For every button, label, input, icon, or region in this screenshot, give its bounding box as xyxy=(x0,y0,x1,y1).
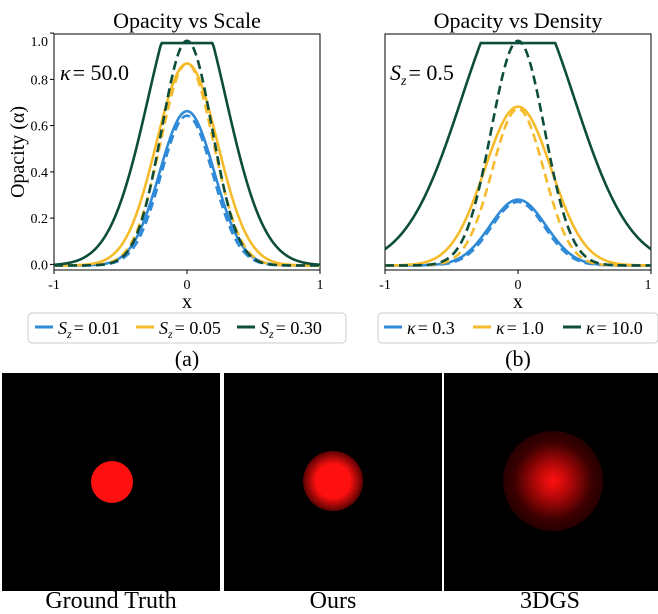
caption-ground-truth: Ground Truth xyxy=(45,588,177,614)
chart-b-xtick-label: 0 xyxy=(515,278,522,293)
chart-a-legend-sub: z xyxy=(66,327,72,341)
chart-a-ytick-label: 0.6 xyxy=(31,120,49,135)
chart-b-legend-label: κ = 1.0 xyxy=(496,318,544,338)
ours-blob xyxy=(303,451,363,511)
chart-b-line-k100-solid xyxy=(384,41,652,251)
image-ours xyxy=(224,373,442,591)
chart-b-xtick--1: -1 xyxy=(379,270,391,293)
chart-b-legend-value: = 0.3 xyxy=(418,318,455,338)
chart-b-line-k10-dashed xyxy=(385,107,651,267)
chart-a-line-s030-solid xyxy=(53,41,321,267)
chart-a-lines xyxy=(53,39,321,267)
chart-a-legend-value: = 0.05 xyxy=(175,318,221,338)
chart-b-line-k03-dashed xyxy=(385,200,651,267)
chart-b-annotation-value: = 0.5 xyxy=(408,60,453,85)
chart-a-line-s001-solid xyxy=(54,109,320,267)
chart-b-xtick-1: 1 xyxy=(645,270,652,293)
chart-a-ytick-label: 0.8 xyxy=(31,73,49,88)
chart-a-legend-entry: Sz = 0.05 xyxy=(136,318,221,341)
chart-a-legend-box xyxy=(27,312,347,344)
chart-a-ytick-0.6: 0.6 xyxy=(31,120,54,135)
chart-b-legend-symbol: κ xyxy=(496,318,505,338)
chart-a-annotation: κ= 50.0 xyxy=(60,60,129,85)
chart-b-line-k100-dashed xyxy=(385,39,651,267)
chart-b: Opacity vs Density -1 0 1 x Sz= 0.5 xyxy=(377,8,658,371)
chart-a-ytick-label: 0.0 xyxy=(31,258,49,273)
chart-a-legend-entry: Sz = 0.01 xyxy=(35,318,120,341)
chart-a-ytick-0.8: 0.8 xyxy=(31,73,54,88)
chart-a-ytick-0.0: 0.0 xyxy=(31,258,54,273)
chart-b-legend-label: κ = 10.0 xyxy=(586,318,643,338)
chart-a-xtick-label: 0 xyxy=(184,278,191,293)
chart-a-xtick-1: 1 xyxy=(317,270,324,293)
chart-b-xtick-label: 1 xyxy=(645,278,652,293)
chart-a-ytick-0.4: 0.4 xyxy=(31,166,54,181)
chart-a-ytick-1.0: 1.0 xyxy=(31,32,54,50)
chart-b-legend-value: = 10.0 xyxy=(597,318,643,338)
chart-a-ytick-label: 0.4 xyxy=(31,166,49,181)
chart-a-ytick-label: 1.0 xyxy=(31,35,49,50)
chart-b-legend-symbol: κ xyxy=(586,318,595,338)
chart-b-legend-symbol: κ xyxy=(407,318,416,338)
chart-a-xtick--1: -1 xyxy=(48,270,60,293)
chart-b-annotation-symbol: S xyxy=(390,60,401,85)
subplot-label-b: (b) xyxy=(505,346,531,371)
chart-a-title: Opacity vs Scale xyxy=(113,8,261,33)
caption-3dgs: 3DGS xyxy=(519,588,580,614)
image-ground-truth xyxy=(2,373,220,591)
chart-a-legend-symbol: S xyxy=(159,318,168,338)
chart-a-legend-sub: z xyxy=(167,327,173,341)
chart-a-xtick-label: -1 xyxy=(48,278,60,293)
chart-a-legend: Sz = 0.01 Sz = 0.05 Sz = 0.30 xyxy=(27,312,347,344)
chart-a-legend-entry: Sz = 0.30 xyxy=(237,318,322,341)
3dgs-blob xyxy=(503,431,603,531)
chart-b-lines xyxy=(384,39,652,267)
chart-b-legend-entry: κ = 1.0 xyxy=(473,318,544,338)
chart-b-line-k10-solid xyxy=(384,105,652,267)
chart-b-line-k03-solid xyxy=(385,198,651,267)
chart-a-legend-sub: z xyxy=(268,327,274,341)
chart-b-xlabel: x xyxy=(513,291,523,313)
chart-a-legend-label: Sz = 0.30 xyxy=(260,318,322,341)
chart-a-legend-value: = 0.30 xyxy=(276,318,322,338)
chart-b-legend: κ = 0.3 κ = 1.0 κ = 10.0 xyxy=(377,312,658,344)
chart-a-legend-value: = 0.01 xyxy=(74,318,120,338)
chart-a-xlabel: x xyxy=(182,291,192,313)
chart-a: Opacity vs Scale 0.0 0.2 0.4 0.6 0.8 1.0 xyxy=(7,8,347,371)
chart-a-line-s005-solid xyxy=(53,62,321,267)
chart-b-legend-value: = 1.0 xyxy=(507,318,544,338)
chart-a-legend-symbol: S xyxy=(260,318,269,338)
chart-b-legend-label: κ = 0.3 xyxy=(407,318,455,338)
chart-b-legend-entry: κ = 10.0 xyxy=(563,318,643,338)
chart-a-ytick-0.2: 0.2 xyxy=(31,212,54,227)
chart-a-ylabel: Opacity (α) xyxy=(7,106,29,198)
chart-b-legend-box xyxy=(377,312,658,344)
chart-b-xtick-0: 0 xyxy=(515,270,522,293)
chart-b-annotation-sub: z xyxy=(400,74,407,89)
chart-a-legend-label: Sz = 0.05 xyxy=(159,318,221,341)
chart-a-xtick-label: 1 xyxy=(317,278,324,293)
chart-b-title: Opacity vs Density xyxy=(434,8,603,33)
chart-a-line-s001-dashed xyxy=(54,114,320,267)
image-3dgs xyxy=(444,373,658,591)
ground-truth-disc xyxy=(91,461,133,503)
chart-a-annotation-value: = 50.0 xyxy=(73,60,129,85)
chart-a-annotation-symbol: κ xyxy=(60,60,71,85)
chart-a-ytick-label: 0.2 xyxy=(31,212,49,227)
chart-b-annotation: Sz= 0.5 xyxy=(390,60,454,89)
chart-a-line-s030-dashed xyxy=(54,39,320,267)
chart-a-xtick-0: 0 xyxy=(184,270,191,293)
chart-b-legend-entry: κ = 0.3 xyxy=(384,318,455,338)
figure-charts: Opacity vs Scale 0.0 0.2 0.4 0.6 0.8 1.0 xyxy=(7,8,658,371)
caption-ours: Ours xyxy=(309,588,357,614)
chart-a-legend-label: Sz = 0.01 xyxy=(58,318,120,341)
chart-a-legend-symbol: S xyxy=(58,318,67,338)
subplot-label-a: (a) xyxy=(175,346,199,371)
chart-b-xtick-label: -1 xyxy=(379,278,391,293)
chart-a-line-s005-dashed xyxy=(54,62,320,267)
